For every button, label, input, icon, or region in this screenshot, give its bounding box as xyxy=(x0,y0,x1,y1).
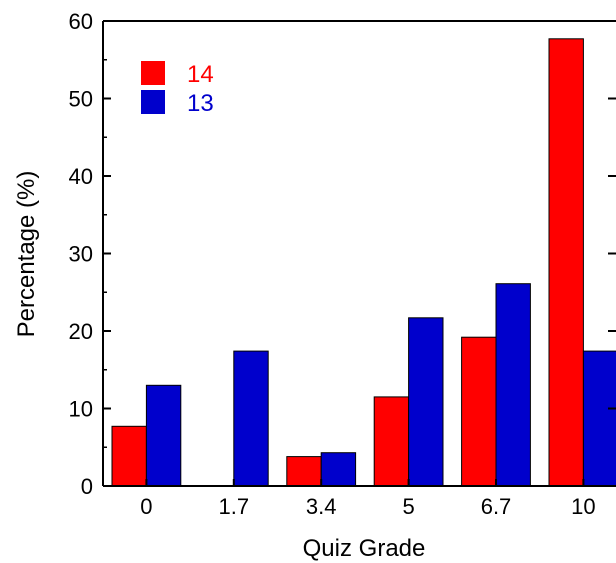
x-tick-label-6.7: 6.7 xyxy=(481,494,512,519)
legend-swatch-13 xyxy=(141,90,165,114)
bar-series-14-0 xyxy=(111,425,147,487)
bars-layer xyxy=(111,38,616,487)
y-tick-label-50: 50 xyxy=(69,87,93,112)
y-tick-label-40: 40 xyxy=(69,164,93,189)
legend-label-14: 14 xyxy=(187,61,214,88)
bar-series-13-5 xyxy=(408,317,444,487)
y-tick-label-20: 20 xyxy=(69,319,93,344)
bar-series-13-3.4 xyxy=(320,452,357,487)
axes-layer: 0 10 20 30 40 50 60 0 1.7 3.4 5 6.7 10 xyxy=(69,9,616,519)
y-tick-label-60: 60 xyxy=(69,9,93,34)
y-tick-label-10: 10 xyxy=(69,397,93,422)
y-tick-label-30: 30 xyxy=(69,242,93,267)
x-axis-title: Quiz Grade xyxy=(303,535,426,562)
x-tick-label-3.4: 3.4 xyxy=(306,494,337,519)
x-tick-label-0: 0 xyxy=(140,494,152,519)
bar-series-13-6.7 xyxy=(495,283,531,487)
bar-series-14-5 xyxy=(373,396,410,487)
bar-series-13-10 xyxy=(582,350,616,487)
bar-series-13-1.7 xyxy=(233,350,269,487)
bar-series-14-6.7 xyxy=(461,336,497,487)
legend-label-13: 13 xyxy=(187,90,214,117)
y-tick-label-0: 0 xyxy=(81,474,93,499)
bar-series-14-10 xyxy=(548,38,584,487)
x-tick-label-1.7: 1.7 xyxy=(219,494,250,519)
bar-series-13-0 xyxy=(145,384,182,487)
legend-swatch-14 xyxy=(141,61,165,85)
x-tick-label-5: 5 xyxy=(402,494,414,519)
y-axis-title: Percentage (%) xyxy=(13,171,40,338)
bar-series-14-3.4 xyxy=(286,456,322,487)
x-tick-label-10: 10 xyxy=(571,494,595,519)
